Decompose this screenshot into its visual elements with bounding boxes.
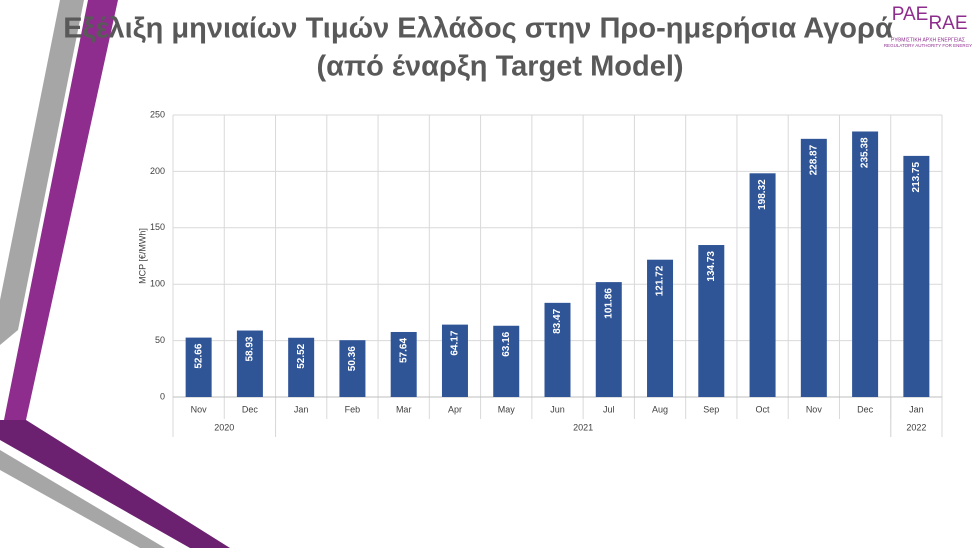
x-tick-label: Nov <box>806 404 823 414</box>
bar <box>903 155 930 397</box>
value-label: 83.47 <box>552 308 563 333</box>
bar <box>339 340 366 397</box>
y-tick-label: 150 <box>150 222 165 232</box>
value-label: 63.16 <box>501 331 512 356</box>
x-tick-label: Dec <box>857 404 874 414</box>
bar <box>236 330 263 397</box>
x-tick-label: Oct <box>756 404 771 414</box>
decor-stripe <box>0 420 230 548</box>
value-label: 64.17 <box>450 330 461 355</box>
bar <box>185 337 212 397</box>
x-group-label: 2022 <box>906 422 926 432</box>
value-label: 50.36 <box>347 346 358 371</box>
value-label: 57.64 <box>398 338 409 363</box>
y-tick-label: 250 <box>150 109 165 119</box>
value-label: 198.32 <box>757 179 768 210</box>
bar <box>749 173 776 397</box>
logo-text: PAE <box>892 4 929 25</box>
bar <box>544 302 571 397</box>
x-tick-label: Jul <box>603 404 615 414</box>
x-group-label: 2020 <box>214 422 234 432</box>
value-label: 58.93 <box>245 336 256 361</box>
x-tick-label: Jan <box>294 404 309 414</box>
x-tick-label: Jan <box>909 404 924 414</box>
decor-stripe <box>4 0 118 420</box>
value-label: 134.73 <box>706 251 717 282</box>
x-tick-label: Feb <box>345 404 361 414</box>
bar <box>441 324 468 397</box>
y-axis-label: MCP [€/MWh] <box>137 228 147 284</box>
bar <box>647 259 674 397</box>
value-label: 228.87 <box>808 144 819 175</box>
x-tick-label: Sep <box>703 404 719 414</box>
bar <box>800 138 827 397</box>
logo-text: ΡΥΘΜΙΣΤΙΚΗ ΑΡΧΗ ΕΝΕΡΓΕΙΑΣ <box>891 37 965 43</box>
decor-stripe <box>0 0 84 345</box>
logo-text: RAE <box>928 13 967 34</box>
decor-stripe <box>0 450 165 548</box>
bar <box>852 131 879 397</box>
y-tick-label: 200 <box>150 166 165 176</box>
chart-title: Εξέλιξη μηνιαίων Τιμών Ελλάδος στην Προ-… <box>63 13 893 45</box>
value-label: 121.72 <box>655 265 666 296</box>
chart-subtitle: (από έναρξη Target Model) <box>316 51 683 83</box>
x-tick-label: May <box>498 404 516 414</box>
x-tick-label: Nov <box>191 404 208 414</box>
bar <box>698 245 725 397</box>
x-tick-label: Apr <box>448 404 462 414</box>
y-tick-label: 100 <box>150 279 165 289</box>
bar <box>595 282 622 397</box>
x-tick-label: Dec <box>242 404 259 414</box>
y-tick-label: 50 <box>155 335 165 345</box>
bar <box>390 331 417 397</box>
logo-text: REGULATORY AUTHORITY FOR ENERGY <box>884 43 972 48</box>
value-label: 52.52 <box>296 343 307 368</box>
value-label: 101.86 <box>603 288 614 319</box>
bar <box>288 337 315 397</box>
value-label: 52.66 <box>193 343 204 368</box>
x-group-label: 2021 <box>573 422 593 432</box>
value-label: 235.38 <box>860 137 871 168</box>
x-tick-label: Aug <box>652 404 668 414</box>
x-tick-label: Jun <box>550 404 565 414</box>
x-tick-label: Mar <box>396 404 412 414</box>
y-tick-label: 0 <box>160 391 165 401</box>
value-label: 213.75 <box>911 161 922 192</box>
bar <box>493 325 520 397</box>
